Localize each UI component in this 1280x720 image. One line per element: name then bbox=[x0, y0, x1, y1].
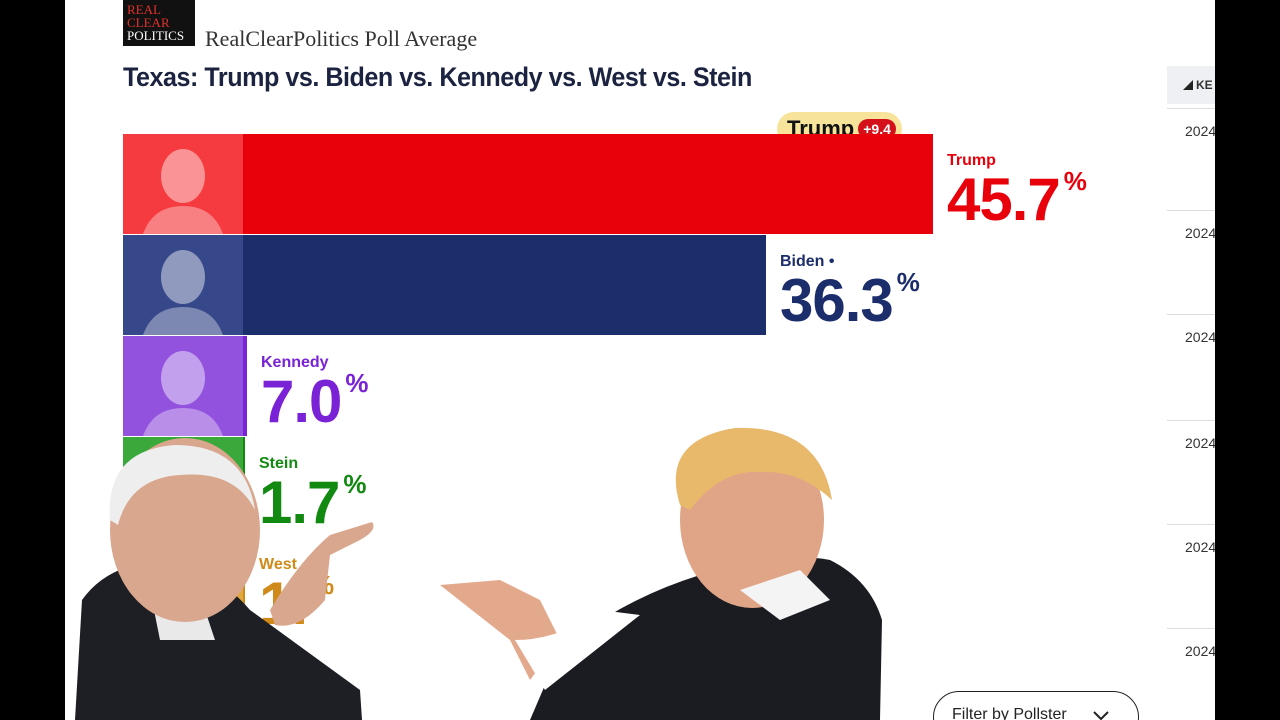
bar-kennedy bbox=[123, 336, 247, 436]
candidate-value: 45.7 bbox=[947, 166, 1061, 233]
filter-by-pollster-button[interactable]: Filter by Pollster bbox=[933, 691, 1139, 720]
row-date: 2024 bbox=[1185, 123, 1215, 139]
poll-table-panel: KE 2024 2024 2024 2024 2024 2024 bbox=[1167, 66, 1215, 720]
percent-sign: % bbox=[311, 570, 335, 600]
logo-line-3: POLITICS bbox=[127, 28, 185, 43]
table-row[interactable]: 2024 bbox=[1167, 524, 1215, 629]
poll-page: REAL CLEAR POLITICS RealClearPolitics Po… bbox=[65, 0, 1215, 720]
candidate-portrait bbox=[123, 336, 243, 436]
candidate-name: Trump bbox=[947, 152, 996, 169]
bar-stein bbox=[123, 437, 245, 537]
percent-sign: % bbox=[1063, 166, 1087, 196]
row-date: 2024 bbox=[1185, 643, 1215, 659]
bar-biden bbox=[123, 235, 766, 335]
candidate-portrait bbox=[123, 134, 243, 234]
percent-sign: % bbox=[343, 469, 367, 499]
chevron-down-icon bbox=[1092, 711, 1109, 720]
table-header[interactable]: KE bbox=[1167, 66, 1215, 104]
bar-trump bbox=[123, 134, 933, 234]
bar-label-west: West 1.% bbox=[259, 556, 334, 634]
bar-label-stein: Stein 1.7% bbox=[259, 455, 367, 533]
filter-label: Filter by Pollster bbox=[952, 706, 1067, 720]
brand-name: RealClearPolitics Poll Average bbox=[205, 26, 478, 51]
bar-label-biden: Biden • 36.3% bbox=[780, 253, 920, 331]
table-row[interactable]: 2024 bbox=[1167, 108, 1215, 213]
table-row[interactable]: 2024 bbox=[1167, 628, 1215, 720]
row-date: 2024 bbox=[1185, 435, 1215, 451]
logo-line-2: CLEAR bbox=[127, 15, 170, 30]
percent-sign: % bbox=[896, 267, 920, 297]
bar-label-kennedy: Kennedy 7.0% bbox=[261, 354, 369, 432]
table-row[interactable]: 2024 bbox=[1167, 210, 1215, 315]
table-row[interactable]: 2024 bbox=[1167, 420, 1215, 525]
page-title: Texas: Trump vs. Biden vs. Kennedy vs. W… bbox=[123, 62, 752, 92]
candidate-value: 1. bbox=[259, 570, 308, 637]
bar-label-trump: Trump 45.7% bbox=[947, 152, 1087, 230]
candidate-value: 1.7 bbox=[259, 469, 340, 536]
logo-line-1: REAL bbox=[127, 2, 161, 17]
triangle-icon bbox=[1183, 80, 1193, 90]
candidate-portrait bbox=[123, 538, 243, 638]
percent-sign: % bbox=[345, 368, 369, 398]
candidate-value: 7.0 bbox=[261, 368, 342, 435]
row-date: 2024 bbox=[1185, 329, 1215, 345]
candidate-name: Stein bbox=[259, 455, 299, 472]
candidate-name: Biden • bbox=[780, 253, 835, 270]
row-date: 2024 bbox=[1185, 225, 1215, 241]
table-row[interactable]: 2024 bbox=[1167, 314, 1215, 419]
bar-west bbox=[123, 538, 245, 638]
candidate-value: 36.3 bbox=[780, 267, 894, 334]
candidate-portrait bbox=[123, 437, 243, 537]
rcp-logo[interactable]: REAL CLEAR POLITICS bbox=[123, 0, 195, 46]
candidate-portrait bbox=[123, 235, 243, 335]
candidate-name: Kennedy bbox=[261, 354, 329, 371]
row-date: 2024 bbox=[1185, 539, 1215, 555]
table-header-label: KE bbox=[1196, 78, 1213, 92]
